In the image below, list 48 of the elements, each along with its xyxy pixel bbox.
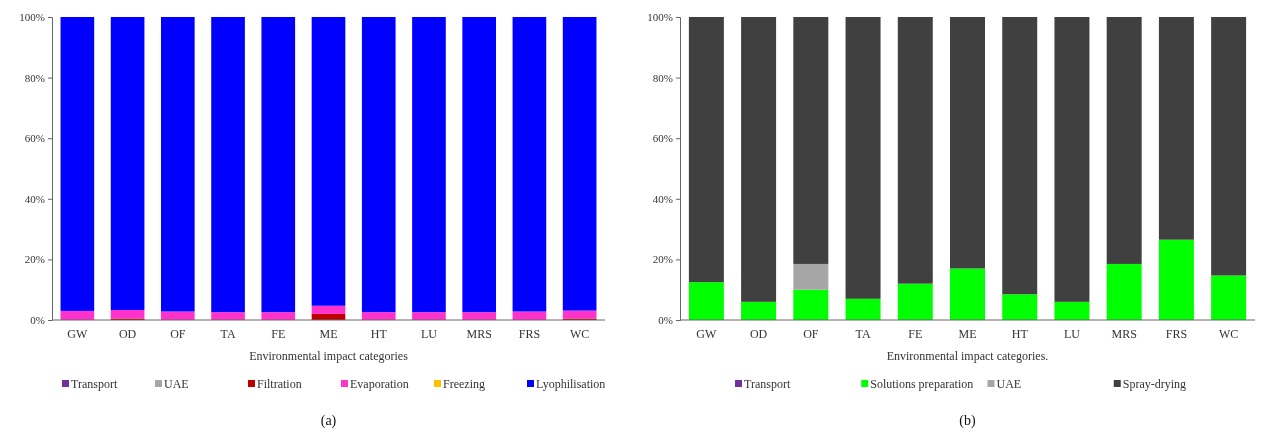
x-axis-title: Environmental impact categories [249,349,409,363]
x-tick-label: OF [170,326,186,341]
legend-label: Transport [744,377,791,391]
x-tick-label: OF [803,326,819,341]
x-tick-label: TA [220,326,236,341]
y-tick-label: 0% [658,314,673,327]
text: (a) [320,413,337,429]
y-tick-label: 100% [19,11,45,24]
y-tick-label: 40% [652,192,673,205]
x-tick-label: WC [569,326,590,341]
y-tick-label: 80% [24,71,45,84]
y-tick-label: 80% [652,71,673,84]
legend-label: Evaporation [350,377,409,391]
x-axis-title: Environmental impact categories. [886,349,1049,363]
text: (b) [959,413,976,429]
x-tick-label: OD [118,326,137,341]
x-tick-label: LU [420,326,438,341]
x-tick-label: FE [271,326,286,341]
y-tick-label: 0% [30,314,45,327]
x-tick-label: HT [370,326,388,341]
legend-label: UAE [996,377,1022,391]
y-tick-label: 20% [652,253,673,266]
x-tick-label: HT [1011,326,1029,341]
legend-label: UAE [164,377,189,391]
legend-label: Solutions preparation [870,377,974,391]
x-tick-label: GW [67,326,89,341]
y-tick-label: 40% [24,192,45,205]
legend-label: Spray-drying [1122,377,1187,391]
x-tick-label: OD [749,326,768,341]
legend-label: Freezing [443,377,485,391]
y-tick-label: 60% [652,132,673,145]
legend-label: Transport [71,377,118,391]
legend-label: Filtration [257,377,302,391]
y-tick-label: 60% [24,132,45,145]
x-tick-label: FRS [518,326,541,341]
x-tick-label: FRS [1165,326,1188,341]
x-tick-label: ME [319,326,338,341]
x-tick-label: ME [958,326,977,341]
x-tick-label: WC [1218,326,1239,341]
x-tick-label: TA [855,326,871,341]
y-tick-label: 20% [24,253,45,266]
x-tick-label: LU [1063,326,1081,341]
y-tick-label: 100% [647,11,673,24]
x-tick-label: MRS [1111,326,1137,341]
x-tick-label: MRS [466,326,492,341]
x-tick-label: FE [908,326,923,341]
legend-label: Lyophilisation [536,377,606,391]
x-tick-label: GW [696,326,718,341]
